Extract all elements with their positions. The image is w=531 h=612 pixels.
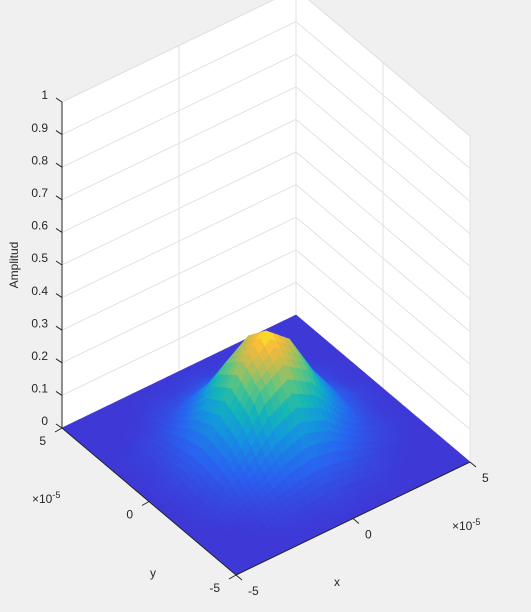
y-scale-label: ×10-5 [32, 490, 60, 506]
z-tick [55, 423, 63, 429]
y-scale-exponent: -5 [52, 490, 60, 500]
y-tick [54, 427, 63, 433]
x-tick [469, 461, 477, 468]
z-tick [55, 130, 63, 136]
z-tick-label: 0.7 [31, 186, 48, 200]
axes: 0 0.1 0.2 0.3 0.4 0.5 0.6 0.7 0.8 0.9 1 -5 0 5 -5 0 5 [31, 88, 489, 598]
surface [61, 314, 471, 576]
z-tick [55, 97, 63, 103]
z-tick-label: 0.8 [31, 153, 48, 167]
x-scale-label: ×10-5 [452, 517, 480, 533]
z-tick [55, 195, 63, 201]
z-tick-label: 0.2 [31, 349, 48, 363]
x-scale-exponent: -5 [472, 517, 480, 527]
y-scale-base: ×10 [32, 492, 53, 506]
z-tick-label: 0.5 [31, 251, 48, 265]
x-tick-label: -5 [248, 584, 259, 598]
z-tick [55, 260, 63, 266]
x-tick-label: 5 [482, 471, 489, 485]
z-tick-label: 0.3 [31, 316, 48, 330]
z-tick-label: 0 [41, 414, 48, 428]
z-tick [55, 293, 63, 299]
z-tick [55, 390, 63, 396]
z-tick-label: 0.1 [31, 382, 48, 396]
y-tick [141, 501, 150, 506]
z-tick-label: 0.6 [31, 219, 48, 233]
z-tick [55, 227, 63, 233]
z-tick [55, 325, 63, 331]
z-grid-line [61, 0, 471, 137]
y-axis-label: y [150, 566, 156, 580]
z-tick [55, 162, 63, 168]
y-tick-label: 0 [126, 508, 133, 522]
y-tick-label: 5 [39, 434, 46, 448]
y-tick [228, 574, 237, 580]
x-tick [235, 574, 243, 581]
x-scale-base: ×10 [452, 519, 473, 533]
z-tick-label: 0.9 [31, 121, 48, 135]
x-tick [352, 518, 360, 524]
x-tick-label: 0 [365, 528, 372, 542]
z-tick [55, 358, 63, 364]
z-tick-label: 0.4 [31, 284, 48, 298]
z-tick-label: 1 [41, 88, 48, 102]
y-tick-label: -5 [209, 581, 220, 595]
z-axis-label: Amplitud [7, 242, 21, 289]
x-axis-label: x [334, 575, 340, 589]
